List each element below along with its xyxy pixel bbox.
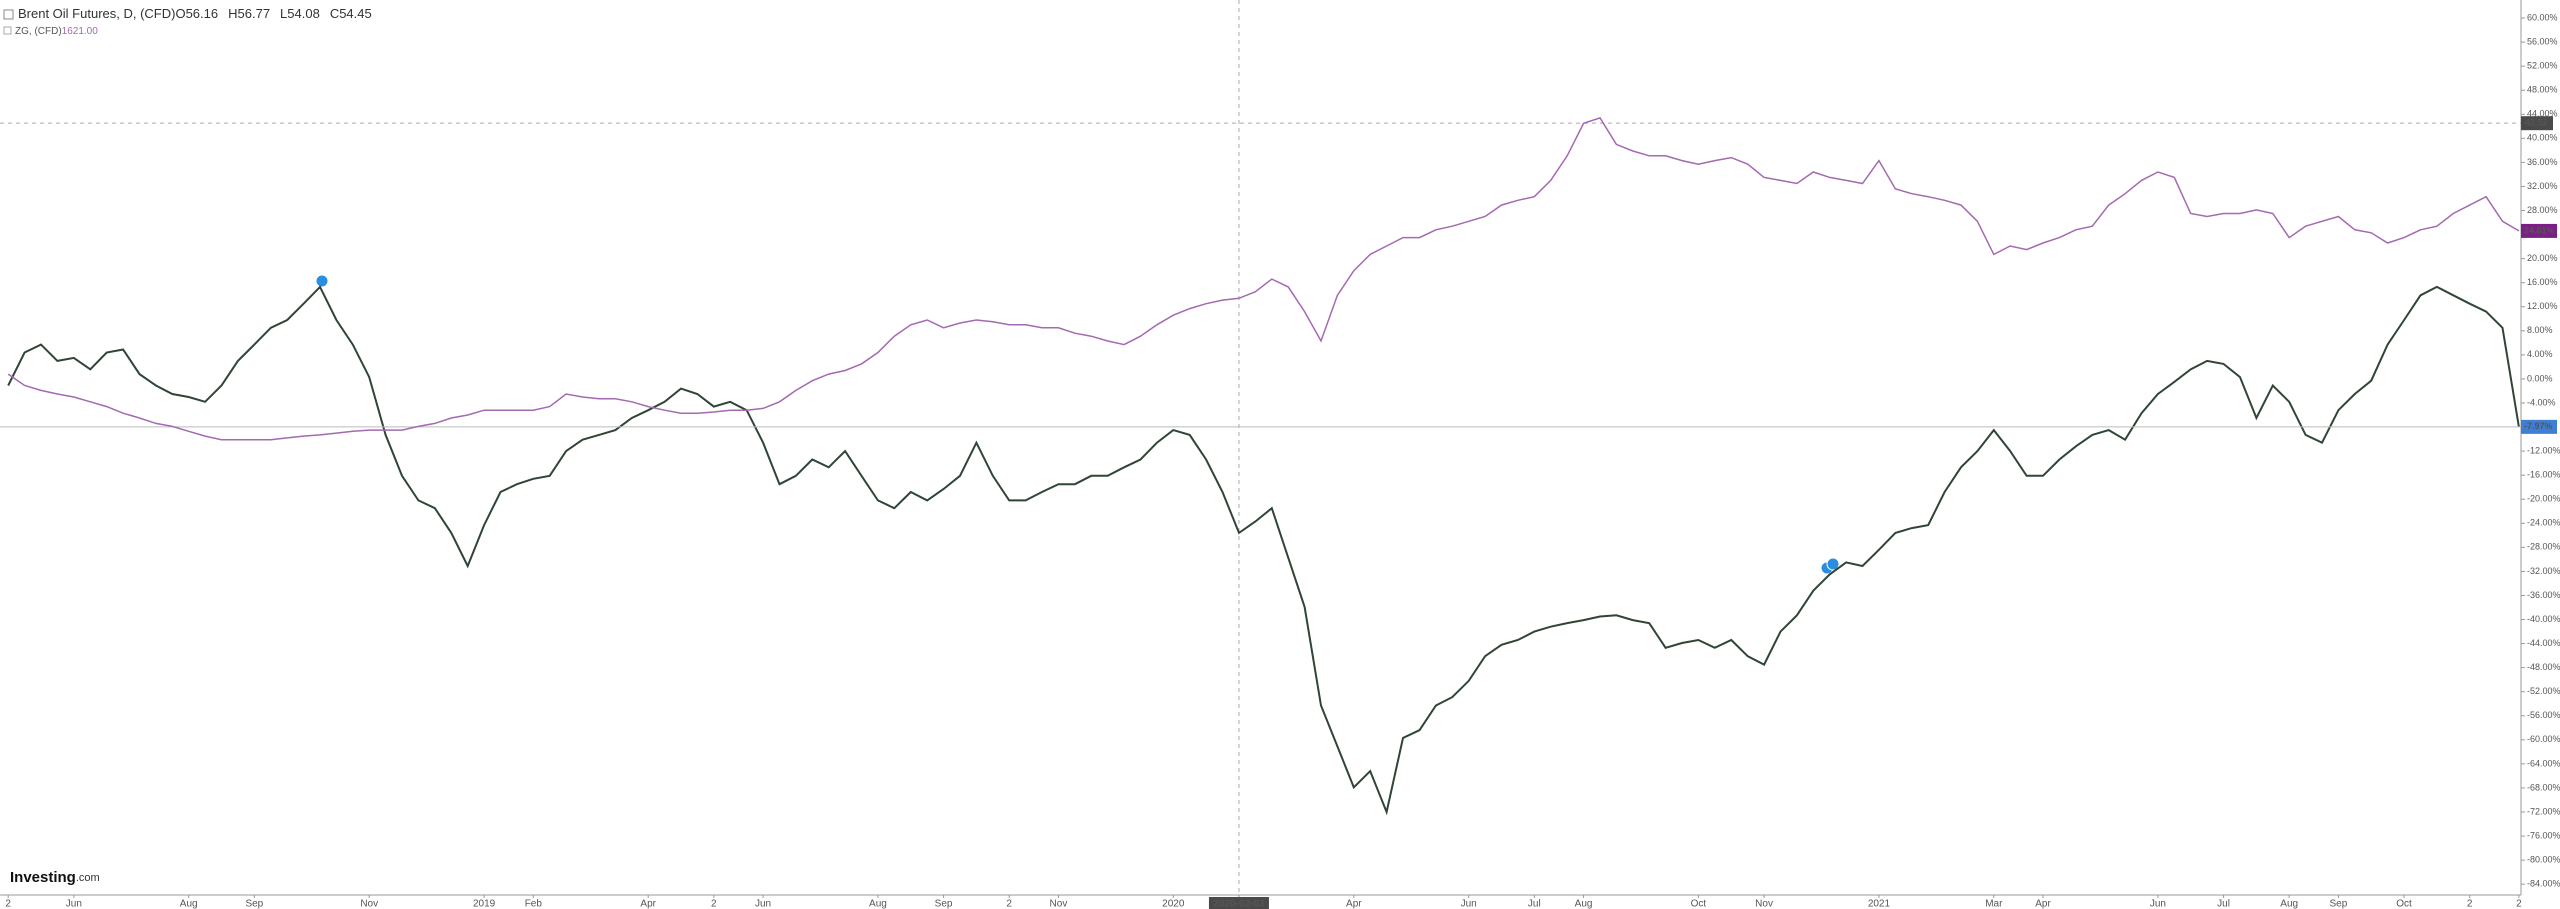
x-tick-label: 2021 xyxy=(1868,899,1891,909)
collapse-icon[interactable] xyxy=(3,9,14,20)
y-tick-label: -32.00% xyxy=(2527,566,2560,576)
x-tick-label: Jun xyxy=(755,899,771,909)
x-tick-label: Apr xyxy=(640,899,656,909)
y-tick-label: -56.00% xyxy=(2527,710,2560,720)
series-line xyxy=(7,117,2520,441)
last-price-label: -7.97% xyxy=(2524,421,2553,431)
x-tick-label: 2 xyxy=(2516,899,2522,909)
y-tick-label: -64.00% xyxy=(2527,758,2560,768)
y-tick-label: 32.00% xyxy=(2527,181,2558,191)
x-tick-label: Jun xyxy=(66,899,82,909)
y-tick-label: 20.00% xyxy=(2527,253,2558,263)
y-tick-label: -12.00% xyxy=(2527,445,2560,455)
event-marker[interactable] xyxy=(1826,557,1840,571)
crosshair-x-badge xyxy=(1208,897,1269,909)
y-tick-label: -68.00% xyxy=(2527,782,2560,792)
y-tick-label: -60.00% xyxy=(2527,734,2560,744)
y-tick-label: -76.00% xyxy=(2527,830,2560,840)
legend-entry: ZG, (CFD)1621.00 xyxy=(15,26,98,37)
x-tick-label: Sep xyxy=(2330,899,2348,909)
last-price-badge xyxy=(2521,419,2557,434)
y-tick-label: 44.00% xyxy=(2527,109,2558,119)
x-tick-label: Sep xyxy=(245,899,263,909)
x-tick-label: 2 xyxy=(711,899,717,909)
y-tick-label: -40.00% xyxy=(2527,614,2560,624)
y-tick-label: 48.00% xyxy=(2527,85,2558,95)
y-tick-label: 52.00% xyxy=(2527,61,2558,71)
y-tick-label: 36.00% xyxy=(2527,157,2558,167)
x-tick-label: Oct xyxy=(1691,899,1707,909)
y-tick-label: -84.00% xyxy=(2527,879,2560,889)
x-tick-label: Aug xyxy=(180,899,198,909)
y-tick-label: -44.00% xyxy=(2527,638,2560,648)
brand-main: Investing xyxy=(10,869,76,886)
series-name: ZG, (CFD) xyxy=(15,26,62,37)
x-tick-label: 2 xyxy=(2467,899,2473,909)
crosshair-y-label: 42.52 xyxy=(2525,118,2548,128)
y-tick-label: 16.00% xyxy=(2527,277,2558,287)
y-tick-label: 4.00% xyxy=(2527,349,2553,359)
quote: H56.77 xyxy=(228,6,270,21)
x-tick-label: 2 xyxy=(1006,899,1012,909)
y-tick-label: 8.00% xyxy=(2527,325,2553,335)
x-tick-label: Jul xyxy=(2217,899,2230,909)
x-tick-label: Jun xyxy=(2150,899,2166,909)
quote: 1621.00 xyxy=(62,26,99,37)
y-tick-label: -52.00% xyxy=(2527,686,2560,696)
brand-logo: Investing.com xyxy=(10,869,100,886)
x-tick-label: Jul xyxy=(1528,899,1541,909)
y-tick-label: 40.00% xyxy=(2527,133,2558,143)
x-tick-label: Aug xyxy=(2280,899,2298,909)
x-tick-label: Apr xyxy=(2035,899,2051,909)
y-tick-label: -20.00% xyxy=(2527,494,2560,504)
x-tick-label: 2019 xyxy=(473,899,496,909)
y-tick-label: -48.00% xyxy=(2527,662,2560,672)
crosshair-y-badge xyxy=(2521,116,2553,131)
last-price-badge xyxy=(2521,223,2557,238)
quote: L54.08 xyxy=(280,6,320,21)
event-marker[interactable] xyxy=(315,274,329,288)
x-tick-label: Jun xyxy=(1461,899,1477,909)
y-tick-label: -80.00% xyxy=(2527,854,2560,864)
quote: C54.45 xyxy=(330,6,372,21)
y-tick-label: 12.00% xyxy=(2527,301,2558,311)
x-tick-label: 2020 xyxy=(1162,899,1185,909)
x-tick-label: Sep xyxy=(935,899,953,909)
x-tick-label: Mar xyxy=(1985,899,2003,909)
quote: O56.16 xyxy=(175,6,218,21)
x-tick-label: Oct xyxy=(2396,899,2412,909)
x-tick-label: 2 xyxy=(5,899,11,909)
y-tick-label: -28.00% xyxy=(2527,542,2560,552)
y-tick-label: -4.00% xyxy=(2527,397,2556,407)
x-tick-label: Nov xyxy=(1050,899,1068,909)
x-tick-label: Apr xyxy=(1346,899,1362,909)
collapse-icon[interactable] xyxy=(3,26,12,35)
x-tick-label: Aug xyxy=(1575,899,1593,909)
y-tick-label: 60.00% xyxy=(2527,12,2558,22)
x-tick-label: Nov xyxy=(1755,899,1773,909)
series-line xyxy=(7,285,2520,816)
y-tick-label: -16.00% xyxy=(2527,470,2560,480)
series-name: Brent Oil Futures, D, (CFD) xyxy=(18,6,175,21)
y-tick-label: 56.00% xyxy=(2527,36,2558,46)
crosshair-x-label: 2020-02-03 xyxy=(1213,899,1265,909)
legend-entry: Brent Oil Futures, D, (CFD)O56.16 H56.77 L… xyxy=(18,6,372,21)
last-price-label: 24.61% xyxy=(2524,225,2555,235)
y-tick-label: 28.00% xyxy=(2527,205,2558,215)
y-tick-label: -36.00% xyxy=(2527,590,2560,600)
x-tick-label: Feb xyxy=(525,899,543,909)
y-tick-label: -72.00% xyxy=(2527,806,2560,816)
brand-suffix: .com xyxy=(76,872,100,884)
x-tick-label: Nov xyxy=(360,899,378,909)
y-tick-label: -24.00% xyxy=(2527,518,2560,528)
y-tick-label: 0.00% xyxy=(2527,373,2553,383)
x-tick-label: Aug xyxy=(869,899,887,909)
